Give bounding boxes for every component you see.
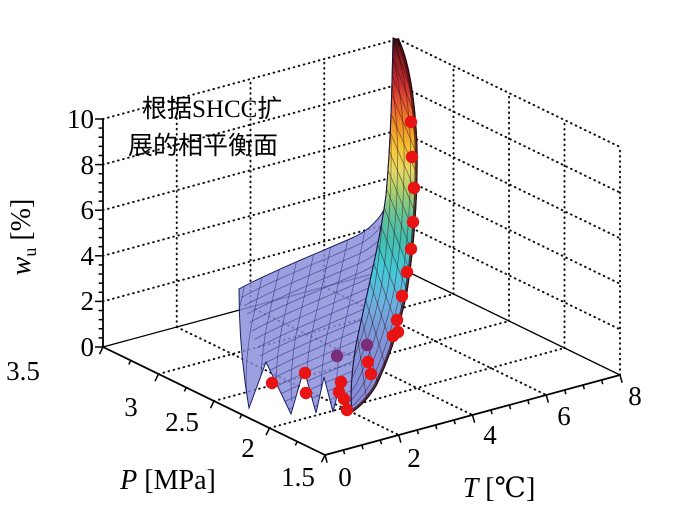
t-tick-label: 4 [483, 420, 497, 450]
p-tick-label: 1.5 [281, 462, 315, 492]
scatter-point [404, 115, 418, 129]
scatter-point [395, 289, 409, 303]
scatter-point [265, 376, 279, 390]
scatter-point [361, 355, 375, 369]
scatter-point [334, 375, 348, 389]
scatter-point [299, 386, 313, 400]
p-tick-label: 3 [124, 392, 138, 422]
scatter-point [332, 385, 346, 399]
axis-title-p: P [MPa] [119, 465, 216, 496]
scatter-point [364, 367, 378, 381]
p-tick-label: 2 [241, 433, 255, 463]
axis-tick-labels: 10 8 6 4 2 0 3.5 3 2.5 2 1.5 0 2 4 6 8 [6, 104, 642, 492]
t-tick-label: 0 [338, 462, 352, 492]
scatter-point [405, 150, 419, 164]
scatter-point [406, 215, 420, 229]
scatter-point [390, 313, 404, 327]
axis-title-t: T [℃] [463, 473, 536, 504]
t-tick-label: 2 [407, 443, 421, 473]
plot-annotation-line: 根据SHCC扩 [142, 95, 282, 123]
p-tick-label: 3.5 [6, 356, 40, 386]
axis-ticks [95, 118, 623, 463]
axis-title-z: wu [%] [6, 199, 40, 276]
scatter-point [298, 366, 312, 380]
scatter-point [340, 403, 354, 417]
scatter-point [404, 242, 418, 256]
scatter-point [391, 325, 405, 339]
z-tick-label: 6 [81, 195, 95, 225]
surface-fold-line [350, 37, 394, 413]
axis-titles: P [MPa] T [℃] wu [%] [6, 199, 535, 504]
p-tick-label: 2.5 [165, 407, 199, 437]
grid-lines [102, 38, 621, 436]
t-tick-label: 6 [557, 401, 571, 431]
z-tick-label: 2 [81, 286, 95, 316]
z-tick-label: 8 [81, 150, 95, 180]
scatter-point-occluded [330, 349, 344, 363]
scatter-point [407, 181, 421, 195]
z-tick-label: 10 [67, 104, 94, 134]
data-points [265, 115, 421, 417]
plot-annotation-line: 展的相平衡面 [128, 132, 278, 160]
surface-rainbow-cliff [350, 37, 418, 413]
scatter-point [400, 265, 414, 279]
scatter-point-occluded [360, 338, 374, 352]
z-tick-label: 4 [81, 241, 95, 271]
t-tick-label: 8 [628, 381, 642, 411]
z-tick-label: 0 [81, 332, 95, 362]
